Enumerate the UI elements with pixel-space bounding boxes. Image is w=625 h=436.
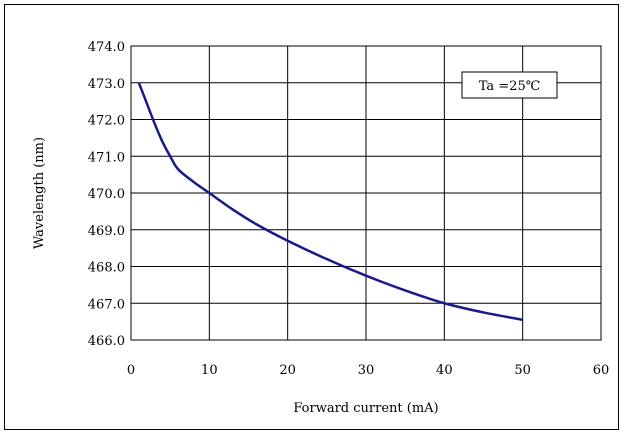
y-axis-label: Wavelength (nm) [32,137,47,249]
temperature-annotation: Ta =25℃ [461,71,558,99]
x-tick-label: 50 [514,363,531,378]
y-tick-label: 468.0 [88,261,125,276]
x-tick-labels: 0 10 20 30 40 50 60 [127,363,609,378]
plot-area-border [130,45,602,341]
x-tick-label: 30 [358,363,375,378]
annotation-box [461,71,558,99]
chart-frame: 474.0 473.0 472.0 471.0 470.0 469.0 468.0 467.0… [4,4,619,430]
series-layer [137,82,523,322]
y-tick-labels: 474.0 473.0 472.0 471.0 470.0 469.0 468.0 467.0… [88,40,125,349]
x-axis-label: Forward current (mA) [293,401,438,416]
x-tick-label: 40 [436,363,453,378]
x-tick-label: 20 [279,363,296,378]
series-line [137,82,523,322]
x-tick-label: 0 [127,363,135,378]
y-tick-label: 471.0 [88,150,125,165]
y-tick-label: 467.0 [88,297,125,312]
x-tick-label: 10 [201,363,218,378]
x-tick-label: 60 [593,363,610,378]
y-tick-label: 470.0 [88,187,125,202]
y-tick-label: 469.0 [88,224,125,239]
wavelength-vs-current-chart: 474.0 473.0 472.0 471.0 470.0 469.0 468.0 467.0… [32,40,609,416]
y-tick-label: 473.0 [88,77,125,92]
y-tick-label: 466.0 [88,334,125,349]
annotation-text: Ta =25℃ [479,79,541,94]
y-tick-label: 474.0 [88,40,125,55]
y-tick-label: 472.0 [88,114,125,129]
